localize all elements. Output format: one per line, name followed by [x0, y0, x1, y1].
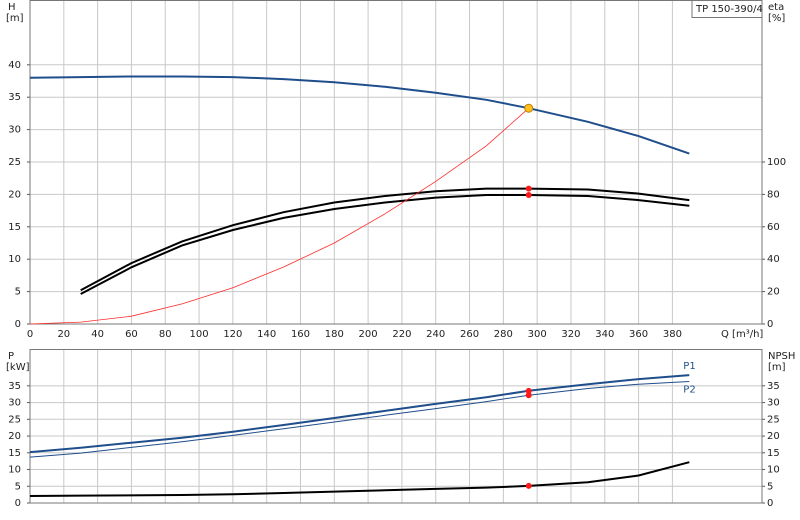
y-tick-label: 20	[8, 189, 21, 200]
y-tick-label: 35	[8, 381, 21, 392]
y-tick-label: 30	[8, 125, 21, 136]
y-tick-label: 15	[8, 222, 21, 233]
y-tick-label: 25	[8, 414, 21, 425]
y-tick-label: 35	[8, 92, 21, 103]
y2-tick-label: 40	[767, 254, 780, 265]
x-tick-label: 20	[57, 329, 70, 340]
y2-tick-label: 80	[767, 189, 780, 200]
x-tick-label: 180	[325, 329, 344, 340]
plot-frame	[29, 0, 763, 325]
y2-tick-label: 60	[767, 222, 780, 233]
x-tick-label: 200	[359, 329, 378, 340]
x-tick-label: 60	[125, 329, 138, 340]
series-label: P1	[683, 361, 695, 372]
y2-axis-label: eta	[768, 2, 784, 13]
y2-tick-label: 35	[767, 381, 780, 392]
series-line	[29, 374, 690, 454]
y-axis-unit: [kW]	[6, 362, 30, 373]
x-tick-label: 340	[595, 329, 614, 340]
y-axis-unit: [m]	[6, 13, 24, 24]
y2-tick-label: 20	[767, 431, 780, 442]
y2-tick-label: 0	[767, 319, 773, 330]
series-label: P2	[683, 384, 695, 395]
plot	[29, 349, 762, 504]
x-tick-label: 260	[460, 329, 479, 340]
y-tick-label: 15	[8, 448, 21, 459]
y-tick-label: 5	[15, 287, 21, 298]
x-tick-label: 40	[91, 329, 104, 340]
operating-point	[525, 185, 532, 192]
series-line	[80, 187, 690, 292]
operating-point	[525, 392, 532, 399]
y2-axis-unit: [%]	[768, 13, 785, 24]
y2-tick-label: 5	[767, 481, 773, 492]
plot	[29, 0, 762, 325]
y-tick-label: 10	[8, 254, 21, 265]
series-line	[29, 107, 529, 325]
y2-tick-label: 20	[767, 287, 780, 298]
y2-axis-label: NPSH	[768, 351, 795, 362]
series-line	[80, 194, 690, 295]
annotation: TP 150-390/4	[695, 4, 763, 15]
series-line	[29, 75, 690, 155]
y-tick-label: 0	[15, 319, 21, 330]
operating-point	[524, 103, 534, 113]
x-tick-label: 300	[528, 329, 547, 340]
y-axis-label: H	[8, 2, 16, 13]
x-tick-label: 0	[27, 329, 33, 340]
y-tick-label: 0	[15, 498, 21, 509]
x-tick-label: 360	[629, 329, 648, 340]
x-tick-label: 120	[223, 329, 242, 340]
y-tick-label: 30	[8, 398, 21, 409]
y2-tick-label: 10	[767, 465, 780, 476]
operating-point	[525, 192, 532, 199]
plot-frame	[29, 349, 763, 504]
y2-tick-label: 25	[767, 414, 780, 425]
x-axis-label: Q [m³/h]	[721, 329, 763, 340]
operating-point	[525, 387, 532, 394]
y2-tick-label: 15	[767, 448, 780, 459]
x-tick-label: 140	[257, 329, 276, 340]
y-tick-label: 25	[8, 157, 21, 168]
operating-point	[525, 482, 532, 489]
x-tick-label: 160	[291, 329, 310, 340]
x-tick-label: 240	[426, 329, 445, 340]
y-axis-label: P	[8, 351, 14, 362]
y-tick-label: 40	[8, 60, 21, 71]
x-tick-label: 320	[561, 329, 580, 340]
x-tick-label: 380	[663, 329, 682, 340]
y2-tick-label: 30	[767, 398, 780, 409]
y2-axis-unit: [m]	[768, 362, 786, 373]
x-tick-label: 220	[392, 329, 411, 340]
x-tick-label: 280	[494, 329, 513, 340]
y2-tick-label: 100	[767, 157, 786, 168]
y2-tick-label: 0	[767, 498, 773, 509]
y-tick-label: 10	[8, 465, 21, 476]
y-tick-label: 5	[15, 481, 21, 492]
series-line	[29, 461, 690, 497]
annotation-box	[691, 0, 763, 18]
series-line	[29, 381, 690, 458]
y-tick-label: 20	[8, 431, 21, 442]
x-tick-label: 100	[190, 329, 209, 340]
x-tick-label: 80	[159, 329, 172, 340]
